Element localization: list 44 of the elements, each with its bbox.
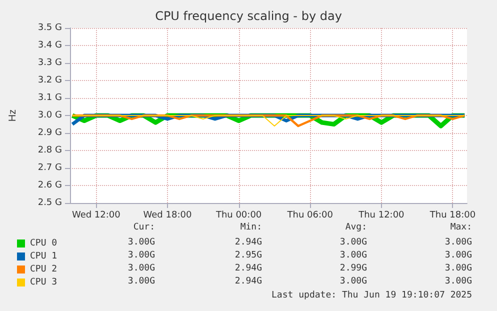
text: Avg: bbox=[345, 222, 368, 232]
x-tick-label: Thu 12:00 bbox=[358, 210, 405, 220]
y-tick-label: 2.8 G bbox=[38, 146, 62, 156]
chart-title: CPU frequency scaling - by day bbox=[155, 9, 342, 23]
y-axis-title: Hz bbox=[8, 109, 18, 122]
text: 3.00G bbox=[340, 276, 367, 286]
y-tick-label: 3.0 G bbox=[38, 110, 62, 120]
x-tick-label: Wed 18:00 bbox=[143, 210, 192, 220]
text: Cur: bbox=[133, 222, 156, 232]
y-tick-label: 3.5 G bbox=[38, 23, 62, 33]
x-tick-label: Thu 00:00 bbox=[214, 210, 262, 220]
text: 3.00G bbox=[444, 276, 472, 286]
y-tick-label: 2.6 G bbox=[38, 180, 62, 190]
x-tick-label: Thu 06:00 bbox=[286, 210, 334, 220]
text: 2.94G bbox=[234, 276, 262, 286]
y-tick-label: 2.9 G bbox=[38, 128, 62, 138]
text: 2.95G bbox=[234, 250, 262, 260]
y-tick-label: 2.7 G bbox=[38, 163, 62, 173]
text: 3.00G bbox=[128, 264, 155, 274]
text: Min: bbox=[240, 222, 262, 232]
text: 3.00G bbox=[340, 250, 367, 260]
text: 3.00G bbox=[340, 238, 367, 248]
text: Last update: Thu Jun 19 19:10:07 2025 bbox=[272, 290, 472, 300]
y-tick-label: 3.2 G bbox=[38, 76, 62, 86]
y-tick-label: 2.5 G bbox=[38, 198, 62, 208]
y-tick-label: 3.4 G bbox=[38, 40, 62, 50]
legend-label: CPU 1 bbox=[30, 252, 58, 262]
text: 3.00G bbox=[444, 250, 472, 260]
y-tick-label: 3.3 G bbox=[38, 58, 62, 68]
y-tick-label: 3.1 G bbox=[38, 93, 62, 103]
text: 3.00G bbox=[444, 264, 472, 274]
legend-label: CPU 0 bbox=[30, 238, 58, 248]
text: 3.00G bbox=[128, 276, 155, 286]
legend-label: CPU 3 bbox=[30, 278, 58, 288]
x-tick-label: Wed 12:00 bbox=[72, 210, 121, 220]
text: 3.00G bbox=[128, 238, 155, 248]
text: Max: bbox=[450, 222, 472, 232]
text: 2.94G bbox=[234, 264, 262, 274]
text: 3.00G bbox=[444, 238, 472, 248]
text: 2.99G bbox=[340, 264, 367, 274]
legend-label: CPU 2 bbox=[30, 264, 58, 274]
x-tick-label: Thu 18:00 bbox=[428, 210, 476, 220]
text: 3.00G bbox=[128, 250, 155, 260]
text: 2.94G bbox=[234, 238, 262, 248]
